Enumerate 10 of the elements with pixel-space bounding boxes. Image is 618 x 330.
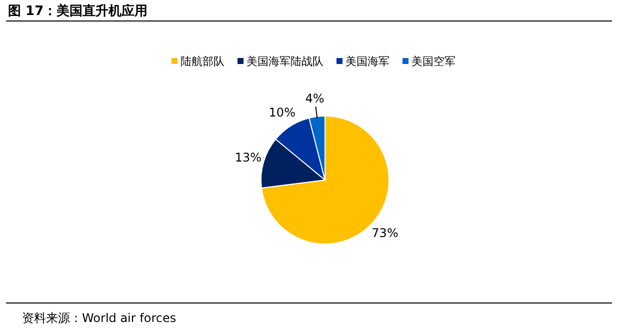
data-label: 4%: [305, 92, 324, 106]
data-label: 10%: [268, 105, 296, 120]
legend-label: 美国海军陆战队: [246, 55, 324, 68]
text: 资料来源：World air forces: [22, 311, 176, 325]
legend-label: 陆航部队: [180, 55, 224, 68]
data-label: 73%: [372, 226, 398, 240]
legend-label: 美国空军: [412, 55, 456, 68]
data-label: 13%: [234, 150, 262, 165]
chart-title: 图 17：美国直升机应用: [8, 3, 148, 19]
legend-label: 美国海军: [346, 55, 390, 68]
